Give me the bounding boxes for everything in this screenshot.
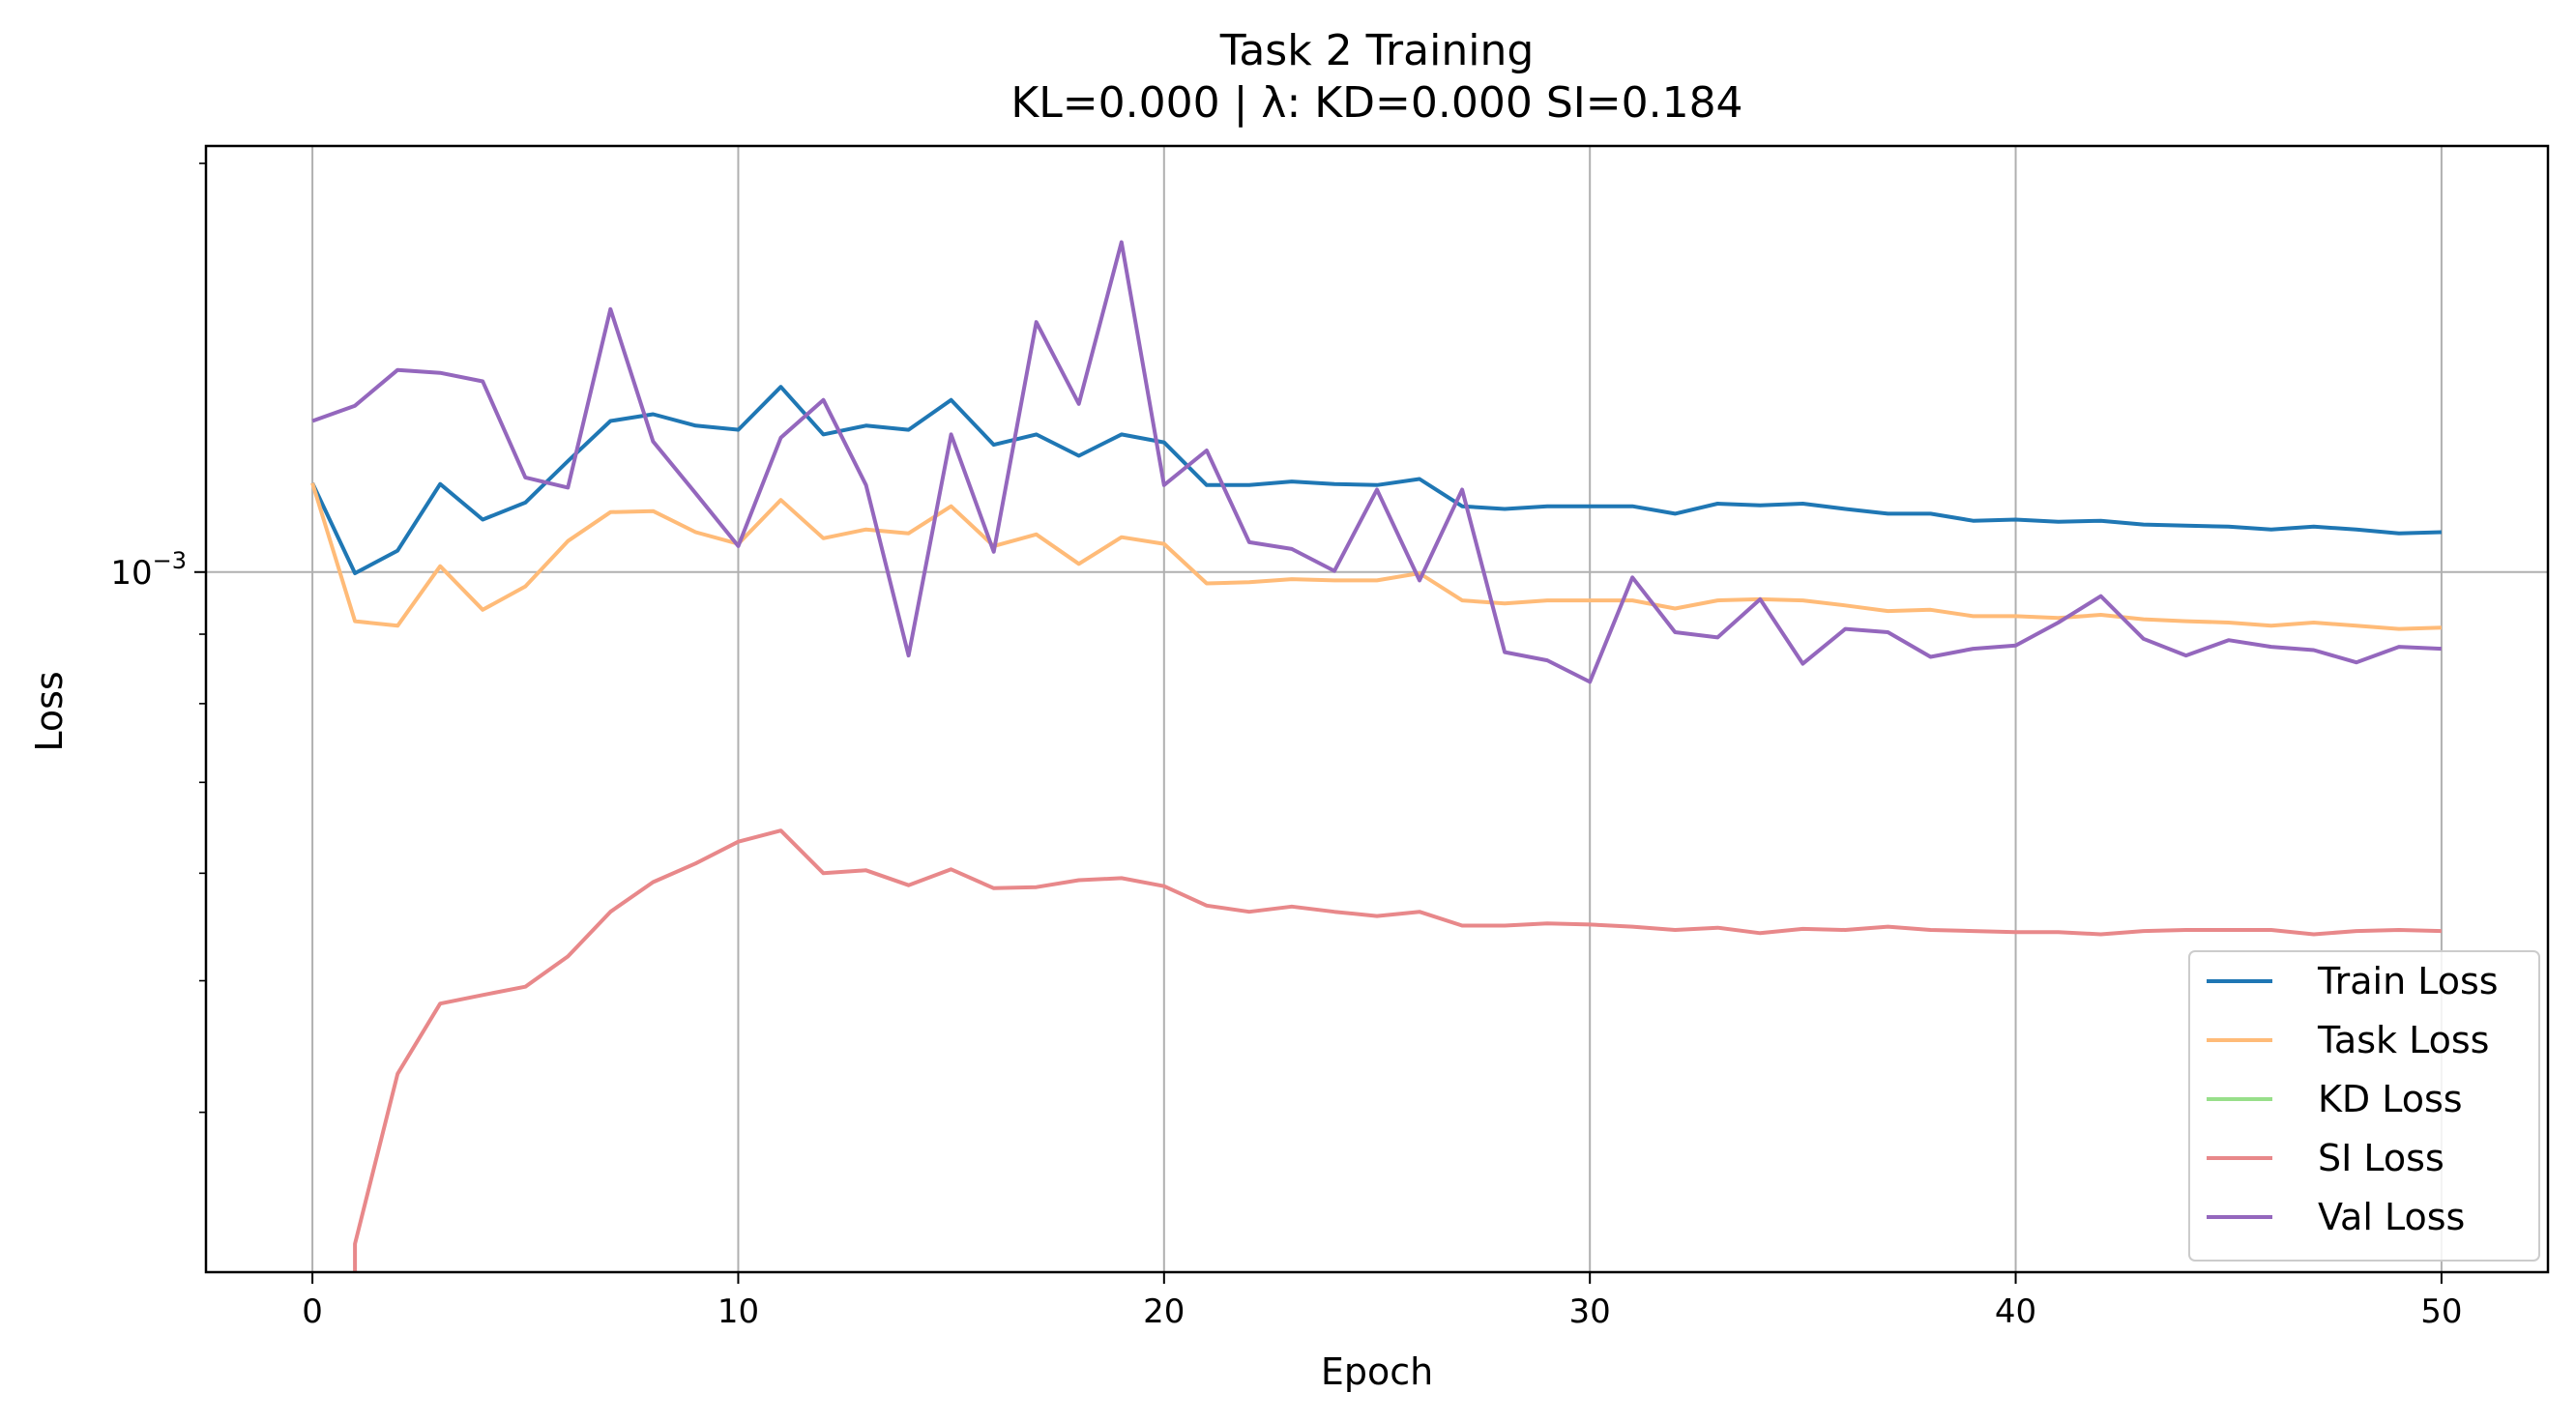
y-tick-label: 10−3	[110, 547, 187, 593]
legend: Train Loss Task Loss KD Loss SI Loss Val Los…	[2188, 950, 2540, 1262]
legend-label-task-loss: Task Loss	[2317, 1019, 2489, 1061]
chart-subtitle: KL=0.000 | λ: KD=0.000 SI=0.184	[1010, 78, 1742, 128]
y-axis-label: Loss	[28, 671, 71, 751]
series-line-val-loss	[311, 240, 2442, 684]
x-tick-label: 10	[717, 1292, 759, 1331]
chart-title: Task 2 Training	[1219, 26, 1535, 75]
x-tick-label: 20	[1143, 1292, 1185, 1331]
series-line-si-loss	[353, 828, 2442, 1272]
x-tick-label: 50	[2420, 1292, 2462, 1331]
x-axis-label: Epoch	[1321, 1350, 1433, 1393]
plot-frame	[204, 144, 2550, 1274]
x-tick-label: 30	[1569, 1292, 1611, 1331]
plot-lines	[310, 240, 2442, 1272]
x-tick-label: 40	[1995, 1292, 2036, 1331]
series-line-train-loss	[310, 385, 2442, 575]
legend-label-si-loss: SI Loss	[2318, 1137, 2444, 1179]
x-tick-label: 0	[302, 1292, 323, 1331]
legend-label-val-loss: Val Loss	[2318, 1196, 2465, 1238]
legend-label-train-loss: Train Loss	[2317, 960, 2499, 1002]
legend-box	[2188, 950, 2540, 1262]
series-line-task-loss	[310, 482, 2442, 631]
grid	[206, 146, 2548, 1272]
axis-ticks: 0 10 20 30 40 50 10−3	[110, 162, 2463, 1331]
legend-label-kd-loss: KD Loss	[2318, 1078, 2463, 1120]
